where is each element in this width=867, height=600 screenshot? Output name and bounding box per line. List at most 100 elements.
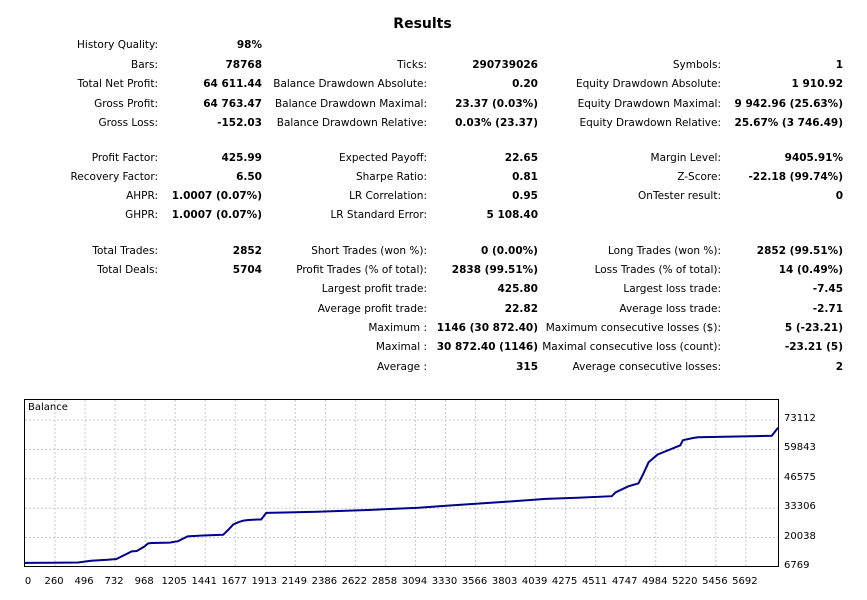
stat-label: LR Standard Error: — [330, 209, 427, 221]
stat-value: 1 910.92 — [791, 78, 843, 90]
stat-value: 2852 (99.51%) — [756, 245, 843, 257]
stat-label: Balance Drawdown Maximal: — [274, 98, 427, 110]
stat-value: 9 942.96 (25.63%) — [734, 98, 843, 110]
x-tick-label: 5456 — [702, 576, 728, 587]
stat-value: 425.99 — [221, 152, 262, 164]
stat-label: Z-Score: — [677, 171, 721, 183]
x-tick-label: 732 — [104, 576, 124, 587]
y-tick-label: 6769 — [784, 560, 810, 571]
stat-label: Gross Loss: — [98, 117, 159, 129]
stat-value: 22.82 — [504, 303, 538, 315]
stat-value: 5 (-23.21) — [784, 322, 843, 334]
stat-label: Short Trades (won %): — [311, 245, 427, 257]
stat-label: Balance Drawdown Absolute: — [273, 78, 427, 90]
stat-value: 64 611.44 — [203, 78, 262, 90]
stat-label: AHPR: — [126, 190, 158, 202]
stat-value: 0 — [835, 190, 843, 202]
x-tick-label: 1677 — [221, 576, 247, 587]
stat-label: Balance Drawdown Relative: — [276, 117, 427, 129]
balance-chart-plot — [25, 400, 778, 566]
balance-series-line — [25, 427, 778, 564]
stat-label: Expected Payoff: — [338, 152, 427, 164]
stat-value: 23.37 (0.03%) — [455, 98, 538, 110]
balance-chart: Balance — [24, 399, 779, 567]
stat-value: -22.18 (99.74%) — [748, 171, 843, 183]
stat-value: -152.03 — [217, 117, 262, 129]
stat-value: 78768 — [225, 59, 262, 71]
stat-label: Total Deals: — [97, 264, 158, 276]
stat-label: Largest loss trade: — [623, 283, 721, 295]
x-tick-label: 1913 — [251, 576, 278, 587]
y-tick-label: 20038 — [784, 530, 816, 542]
stat-value: 0.20 — [512, 78, 538, 90]
x-tick-label: 4039 — [521, 576, 548, 587]
y-tick-label: 59843 — [784, 442, 816, 454]
stat-label: Average consecutive losses: — [572, 361, 721, 373]
stat-label: Maximum : — [368, 322, 427, 334]
stat-label: Average loss trade: — [619, 303, 721, 315]
x-tick-label: 2858 — [371, 576, 398, 587]
stat-value: 315 — [516, 361, 538, 373]
stat-value: 5 108.40 — [486, 209, 538, 221]
stat-label: Maximum consecutive losses ($): — [545, 322, 721, 334]
x-tick-label: 0 — [24, 576, 32, 587]
x-tick-label: 496 — [74, 576, 94, 587]
stat-value: -2.71 — [812, 303, 843, 315]
stat-label: Largest profit trade: — [321, 283, 427, 295]
stat-value: 1 — [835, 59, 843, 71]
x-tick-label: 260 — [44, 576, 64, 587]
stat-label: Symbols: — [672, 59, 721, 71]
stat-label: LR Correlation: — [349, 190, 427, 202]
stat-label: Sharpe Ratio: — [355, 171, 427, 183]
x-tick-label: 2622 — [341, 576, 368, 587]
stat-label: Equity Drawdown Absolute: — [575, 78, 721, 90]
x-tick-label: 5692 — [732, 576, 758, 587]
x-tick-label: 968 — [134, 576, 154, 587]
stat-value: 0.95 — [512, 190, 538, 202]
stat-label: Ticks: — [397, 59, 427, 71]
stat-label: Average profit trade: — [317, 303, 427, 315]
x-tick-label: 1441 — [191, 576, 217, 587]
stat-value: 5704 — [232, 264, 262, 276]
stat-label: Profit Trades (% of total): — [296, 264, 427, 276]
y-tick-label: 46575 — [784, 471, 816, 483]
x-tick-label: 3803 — [491, 576, 518, 587]
stat-value: 290739026 — [472, 59, 538, 71]
stat-value: 2838 (99.51%) — [451, 264, 538, 276]
stat-value: 25.67% (3 746.49) — [734, 117, 843, 129]
stat-label: Profit Factor: — [91, 152, 158, 164]
stat-label: Equity Drawdown Maximal: — [577, 98, 721, 110]
report-title: Results — [393, 16, 452, 32]
stat-label: Total Net Profit: — [77, 78, 158, 90]
stat-value: 0.03% (23.37) — [455, 117, 538, 129]
stat-value: 425.80 — [497, 283, 538, 295]
chart-title: Balance — [28, 402, 68, 413]
stat-label: OnTester result: — [638, 190, 721, 202]
x-tick-label: 2149 — [281, 576, 308, 587]
stat-value: 9405.91% — [784, 152, 843, 164]
stat-value: 64 763.47 — [203, 98, 262, 110]
stat-value: -7.45 — [812, 283, 843, 295]
x-tick-label: 3094 — [401, 576, 428, 587]
stat-label: Maximal consecutive loss (count): — [542, 341, 721, 353]
stat-label: Bars: — [131, 59, 158, 71]
stat-label: Equity Drawdown Relative: — [579, 117, 721, 129]
x-tick-label: 2386 — [311, 576, 338, 587]
x-tick-label: 4275 — [551, 576, 578, 587]
stat-value: 2852 — [232, 245, 262, 257]
stat-label: Loss Trades (% of total): — [594, 264, 721, 276]
stat-value: 30 872.40 (1146) — [436, 341, 538, 353]
x-tick-label: 4747 — [611, 576, 638, 587]
stat-label: Average : — [377, 361, 427, 373]
stat-label: Maximal : — [375, 341, 427, 353]
stat-value: 1.0007 (0.07%) — [171, 209, 262, 221]
stat-value: 6.50 — [236, 171, 262, 183]
stat-label: Gross Profit: — [94, 98, 158, 110]
stat-value: 0 (0.00%) — [481, 245, 538, 257]
stat-value: 2 — [835, 361, 843, 373]
stat-label: GHPR: — [125, 209, 158, 221]
stat-value: 1146 (30 872.40) — [436, 322, 538, 334]
stat-value: 14 (0.49%) — [778, 264, 843, 276]
stat-label: Margin Level: — [650, 152, 721, 164]
x-tick-label: 3330 — [431, 576, 458, 587]
